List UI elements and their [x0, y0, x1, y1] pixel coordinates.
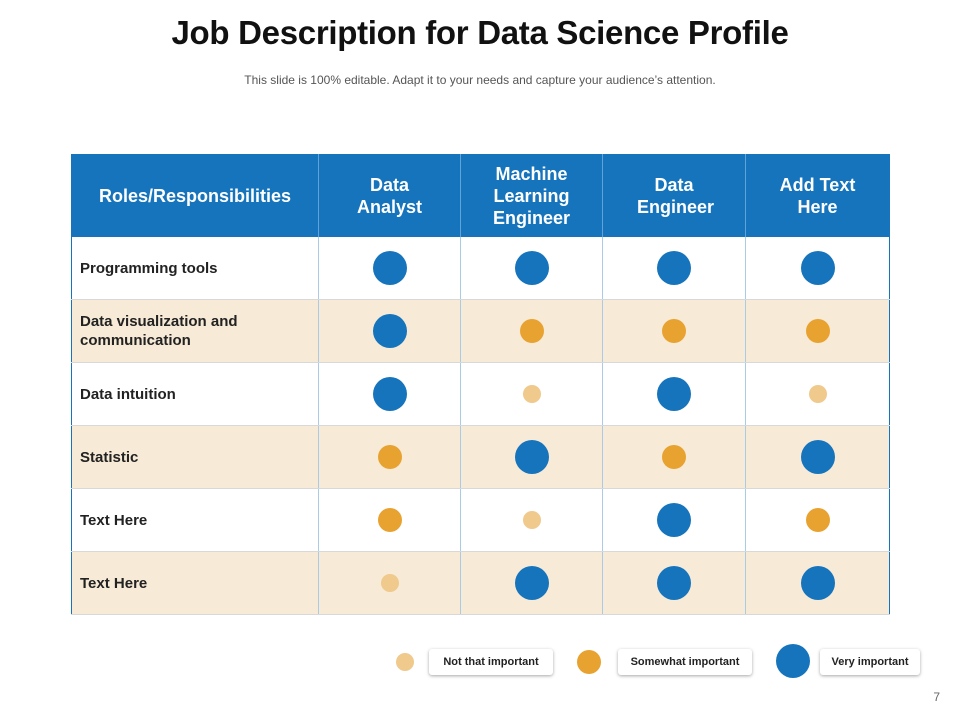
importance-cell: [318, 237, 461, 300]
table-header-row: Roles/Responsibilities Data Analyst Mach…: [71, 154, 890, 237]
importance-very-icon: [372, 251, 407, 285]
importance-cell: [602, 425, 746, 489]
table-row: Statistic: [71, 425, 890, 489]
legend-label-very: Very important: [820, 649, 920, 675]
legend-label-some: Somewhat important: [618, 649, 752, 675]
importance-cell: [318, 362, 461, 426]
importance-cell: [602, 237, 746, 300]
importance-some-icon: [519, 319, 544, 343]
page-number: 7: [933, 690, 940, 704]
importance-not-icon: [380, 573, 399, 592]
importance-cell: [602, 362, 746, 426]
importance-very-icon: [800, 440, 835, 474]
table-row: Data visualization and communication: [71, 299, 890, 363]
importance-cell: [460, 237, 603, 300]
importance-cell: [745, 425, 890, 489]
importance-cell: [602, 299, 746, 363]
importance-very-icon: [800, 566, 835, 600]
importance-cell: [318, 551, 461, 615]
row-label: Statistic: [71, 425, 319, 489]
importance-very-icon: [514, 440, 549, 474]
importance-some-icon: [662, 319, 686, 343]
table-row: Data intuition: [71, 362, 890, 426]
importance-cell: [745, 299, 890, 363]
header-ml-engineer: Machine Learning Engineer: [460, 154, 603, 237]
importance-cell: [460, 299, 603, 363]
slide-title: Job Description for Data Science Profile: [171, 14, 789, 51]
importance-not-icon: [522, 510, 541, 529]
row-label: Data intuition: [71, 362, 319, 426]
table-row: Text Here: [71, 488, 890, 552]
importance-very-icon: [657, 566, 691, 600]
importance-very-icon: [372, 377, 407, 411]
legend-dot-some-icon: [577, 650, 601, 674]
legend-dot-not-icon: [396, 653, 414, 671]
importance-cell: [460, 362, 603, 426]
importance-cell: [745, 488, 890, 552]
importance-very-icon: [657, 251, 691, 285]
importance-not-icon: [522, 384, 541, 403]
importance-cell: [602, 488, 746, 552]
importance-cell: [318, 488, 461, 552]
legend-label-not: Not that important: [429, 649, 553, 675]
importance-very-icon: [514, 566, 549, 600]
importance-cell: [460, 425, 603, 489]
importance-cell: [745, 362, 890, 426]
importance-very-icon: [514, 251, 549, 285]
importance-some-icon: [377, 445, 402, 469]
importance-table: Roles/Responsibilities Data Analyst Mach…: [71, 154, 890, 615]
importance-some-icon: [662, 445, 686, 469]
importance-some-icon: [805, 508, 830, 532]
slide-subtitle: This slide is 100% editable. Adapt it to…: [244, 73, 716, 87]
header-data-analyst: Data Analyst: [318, 154, 461, 237]
importance-cell: [460, 488, 603, 552]
importance-cell: [318, 299, 461, 363]
legend-dot-very-icon: [776, 644, 810, 678]
importance-very-icon: [372, 314, 407, 348]
importance-some-icon: [377, 508, 402, 532]
header-add-text: Add Text Here: [745, 154, 890, 237]
importance-cell: [318, 425, 461, 489]
row-label: Programming tools: [71, 237, 319, 300]
header-data-engineer: Data Engineer: [602, 154, 746, 237]
importance-cell: [602, 551, 746, 615]
table-row: Programming tools: [71, 237, 890, 300]
table-row: Text Here: [71, 551, 890, 615]
importance-very-icon: [800, 251, 835, 285]
importance-very-icon: [657, 377, 691, 411]
legend: Not that important Somewhat important Ve…: [395, 644, 935, 680]
header-roles: Roles/Responsibilities: [71, 154, 319, 237]
row-label: Data visualization and communication: [71, 299, 319, 363]
row-label: Text Here: [71, 551, 319, 615]
row-label: Text Here: [71, 488, 319, 552]
importance-not-icon: [808, 384, 827, 403]
importance-very-icon: [657, 503, 691, 537]
importance-cell: [745, 551, 890, 615]
importance-some-icon: [805, 319, 830, 343]
importance-cell: [460, 551, 603, 615]
importance-cell: [745, 237, 890, 300]
